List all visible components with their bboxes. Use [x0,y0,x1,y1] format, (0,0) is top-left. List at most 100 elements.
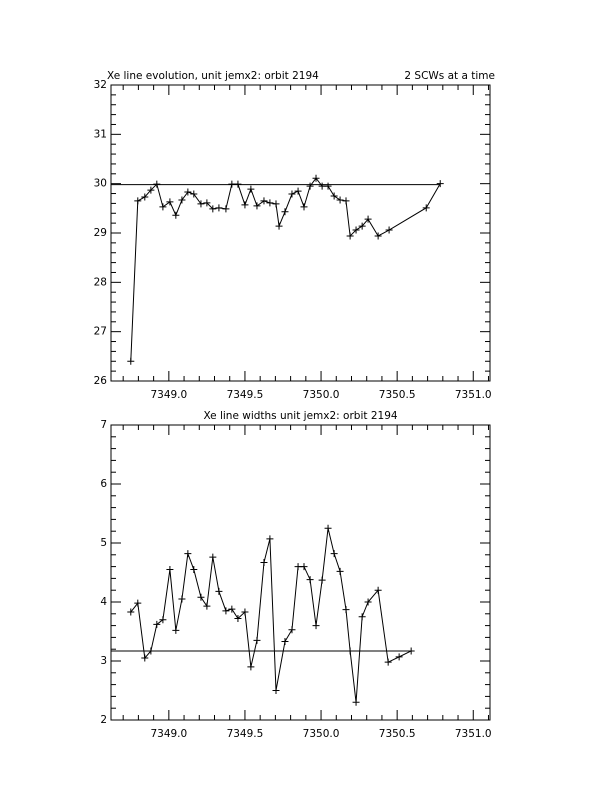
plus-marker [384,658,392,666]
plus-marker [266,535,274,543]
x-tick-label: 7351.0 [455,728,492,740]
y-tick-label: 30 [94,178,107,190]
plus-marker [247,185,255,193]
y-tick-label: 7 [100,419,107,431]
y-tick-label: 31 [94,128,107,140]
plus-marker [222,205,230,213]
plus-marker [352,226,360,234]
plus-marker [141,654,149,662]
plus-marker [436,180,444,188]
plus-marker [374,586,382,594]
x-tick-label: 7350.5 [379,728,416,740]
plus-marker [330,550,338,558]
plus-marker [395,653,403,661]
plus-marker [147,186,155,194]
plus-marker [260,558,268,566]
plus-marker [318,576,326,584]
plus-marker [306,576,314,584]
plus-marker [330,192,338,200]
plus-marker [336,567,344,575]
plus-marker [166,198,174,206]
y-tick-label: 27 [94,326,107,338]
plus-marker [241,608,249,616]
y-tick-label: 32 [94,79,107,91]
plus-marker [209,553,217,561]
plus-marker [159,203,167,211]
plus-marker [294,187,302,195]
y-tick-label: 4 [100,596,107,608]
plus-marker [288,190,296,198]
plus-marker [266,199,274,207]
plus-marker [364,598,372,606]
plus-marker [197,200,205,208]
plus-marker [153,620,161,628]
x-tick-label: 7351.0 [455,389,492,401]
plus-marker [272,687,280,694]
plus-marker [253,202,261,210]
chart-title: Xe line widths unit jemx2: orbit 2194 [203,410,397,422]
x-tick-label: 7350.0 [303,389,340,401]
plus-marker [275,222,283,230]
plus-marker [281,638,289,646]
plus-marker [336,196,344,204]
y-tick-label: 2 [100,714,107,726]
plus-marker [127,357,135,365]
plus-marker [184,550,192,558]
plus-marker [134,599,142,607]
plus-marker [247,663,255,671]
plus-marker [166,566,174,574]
plus-marker [190,566,198,574]
plot-frame [110,424,491,721]
y-tick-label: 26 [94,375,108,387]
plus-marker [184,188,192,196]
plus-marker [178,595,186,603]
plus-marker [215,587,223,595]
chart-subtitle: 2 SCWs at a time [404,70,495,82]
x-tick-label: 7349.5 [227,389,264,401]
y-tick-label: 5 [100,537,107,549]
plus-marker [385,226,393,234]
plus-marker [222,607,230,615]
plus-marker [312,174,320,182]
plus-marker [203,199,211,207]
plus-marker [127,608,135,616]
y-tick-label: 6 [100,478,107,490]
plus-marker [172,211,180,219]
plus-marker [281,208,289,216]
plus-marker [422,204,430,212]
plus-marker [253,636,261,644]
plus-marker [342,197,350,205]
x-tick-label: 7349.5 [227,728,264,740]
plus-marker [178,196,186,204]
plus-marker [203,602,211,610]
plus-marker [190,190,198,198]
plus-marker [374,232,382,240]
plus-marker [312,622,320,630]
plus-marker [306,182,314,190]
plus-marker [260,197,268,205]
plus-marker [228,605,236,613]
plus-marker [364,215,372,223]
plus-marker [209,205,217,213]
plus-marker [197,593,205,601]
plus-marker [300,563,308,571]
plus-marker [300,203,308,211]
plot-frame [110,84,491,382]
plus-marker [318,182,326,190]
plus-marker [141,193,149,201]
plus-marker [172,626,180,634]
plus-marker [288,626,296,634]
data-line [130,177,441,362]
plus-marker [234,615,242,623]
plus-marker [159,616,167,624]
plus-marker [134,197,142,205]
x-tick-label: 7349.0 [150,728,187,740]
plus-marker [215,204,223,212]
plus-marker [324,182,332,190]
plus-marker [358,222,366,230]
y-tick-label: 3 [100,655,107,667]
y-tick-label: 29 [94,227,107,239]
plus-marker [358,613,366,621]
